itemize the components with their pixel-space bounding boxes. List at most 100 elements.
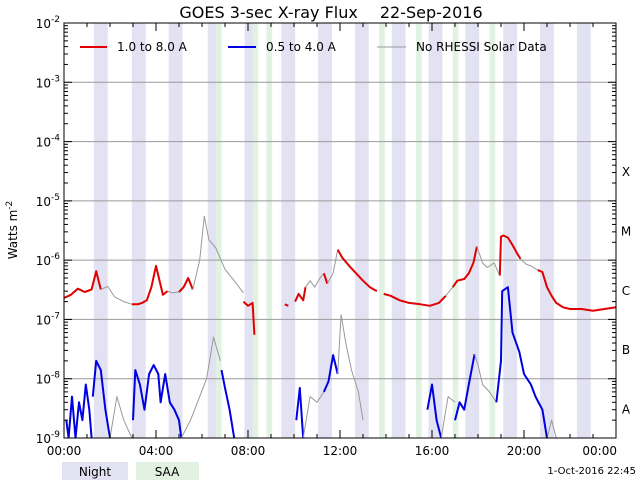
legend-label-long-channel: 1.0 to 8.0 A <box>117 40 188 54</box>
y-tick-label: 10-2 <box>36 15 60 31</box>
saa-band <box>452 23 459 438</box>
series-line-short-channel <box>454 353 476 421</box>
series-line-long-channel <box>537 269 616 312</box>
legend-label-no-rhessi: No RHESSI Solar Data <box>416 40 547 54</box>
series-line-short-channel <box>426 383 443 438</box>
series-line-no-rhessi <box>302 391 325 438</box>
x-tick-marks <box>63 23 617 438</box>
series-line-no-rhessi <box>337 314 364 421</box>
night-band <box>428 23 443 438</box>
timestamp: 1-Oct-2016 22:45 <box>547 466 636 477</box>
y-tick-label: 10-3 <box>36 74 60 90</box>
night-band <box>540 23 554 438</box>
x-tick-labels: 00:00 04:00 08:00 12:00 16:00 20:00 00:00 <box>47 444 617 458</box>
series-line-no-rhessi <box>180 336 221 438</box>
series-line-long-channel <box>322 272 329 285</box>
legend: 1.0 to 8.0 A 0.5 to 4.0 A No RHESSI Sola… <box>80 40 547 54</box>
night-band <box>503 23 518 438</box>
legend-entry-long-channel: 1.0 to 8.0 A <box>80 40 188 54</box>
y-tick-label: 10-7 <box>36 311 60 327</box>
x-tick-label: 16:00 <box>415 444 450 458</box>
night-band <box>168 23 183 438</box>
y-tick-label: 10-9 <box>36 430 61 446</box>
plot-frame <box>63 22 617 439</box>
flare-class-label: C <box>622 284 630 298</box>
flare-class-label: X <box>622 165 630 179</box>
x-tick-label: 08:00 <box>231 444 266 458</box>
saa-band <box>415 23 422 438</box>
series-line-long-channel <box>336 249 378 292</box>
series-line-long-channel <box>131 264 169 306</box>
series-line-no-rhessi <box>167 290 180 294</box>
decade-gridlines <box>64 81 616 380</box>
y-tick-labels: 10-9 10-8 10-7 10-6 10-5 10-4 10-3 10-2 <box>36 15 61 446</box>
night-swatch <box>62 462 128 480</box>
chart-title: GOES 3-sec X-ray Flux 22-Sep-2016 <box>179 3 482 22</box>
night-bands <box>93 23 591 438</box>
series-line-no-rhessi <box>474 353 497 403</box>
night-band <box>93 23 108 438</box>
series-line-long-channel <box>451 246 478 288</box>
series-line-long-channel <box>64 270 102 299</box>
series-line-long-channel <box>178 277 194 293</box>
saa-label: SAA <box>155 465 180 479</box>
saa-band <box>379 23 385 438</box>
bottom-legend: Night SAA <box>62 462 199 480</box>
night-band <box>318 23 332 438</box>
series-line-long-channel <box>242 300 256 335</box>
flare-class-labels: A B C M X <box>621 165 631 416</box>
series-line-short-channel <box>295 386 305 438</box>
y-tick-label: 10-5 <box>36 193 60 209</box>
series-line-no-rhessi <box>546 419 557 438</box>
series-line-short-channel <box>322 354 339 393</box>
y-tick-marks <box>64 25 616 439</box>
night-band <box>576 23 591 438</box>
series-line-no-rhessi <box>326 249 339 284</box>
series-line-no-rhessi <box>305 272 325 288</box>
series-line-long-channel <box>498 234 522 276</box>
y-axis-label: Watts m-2 <box>5 201 20 260</box>
series-line-short-channel <box>495 286 548 438</box>
night-label: Night <box>79 465 112 479</box>
x-tick-label: 00:00 <box>47 444 82 458</box>
series-line-no-rhessi <box>100 285 133 305</box>
series-line-no-rhessi <box>520 258 539 271</box>
night-band <box>131 23 146 438</box>
night-band <box>391 23 406 438</box>
series-line-long-channel <box>284 303 289 307</box>
series-line-long-channel <box>383 292 447 307</box>
series-line-long-channel <box>294 287 307 303</box>
night-band <box>281 23 296 438</box>
data-series <box>64 215 616 438</box>
x-tick-label: 04:00 <box>139 444 174 458</box>
flare-class-label: A <box>622 402 631 416</box>
series-line-short-channel <box>65 383 93 438</box>
series-line-no-rhessi <box>445 286 454 297</box>
series-line-no-rhessi <box>476 246 501 276</box>
saa-band <box>215 23 222 438</box>
legend-label-short-channel: 0.5 to 4.0 A <box>266 40 337 54</box>
series-line-short-channel <box>132 364 183 438</box>
saa-band <box>252 23 259 438</box>
series-line-no-rhessi <box>440 396 456 438</box>
night-band <box>354 23 369 438</box>
flare-class-label: M <box>621 225 631 239</box>
series-line-no-rhessi <box>109 396 133 438</box>
saa-swatch <box>136 462 199 480</box>
series-line-short-channel <box>220 369 236 438</box>
saa-bands <box>215 23 496 438</box>
x-tick-label: 20:00 <box>507 444 542 458</box>
y-tick-label: 10-6 <box>36 252 61 268</box>
series-line-short-channel <box>91 359 111 438</box>
x-tick-label: 00:00 <box>582 444 617 458</box>
series-line-no-rhessi <box>192 215 244 294</box>
night-band <box>465 23 480 438</box>
flare-class-label: B <box>622 343 630 357</box>
saa-band <box>489 23 496 438</box>
legend-entry-short-channel: 0.5 to 4.0 A <box>228 40 337 54</box>
saa-band <box>266 23 273 438</box>
y-tick-label: 10-4 <box>36 134 61 150</box>
x-tick-label: 12:00 <box>323 444 358 458</box>
y-tick-label: 10-8 <box>36 371 61 387</box>
